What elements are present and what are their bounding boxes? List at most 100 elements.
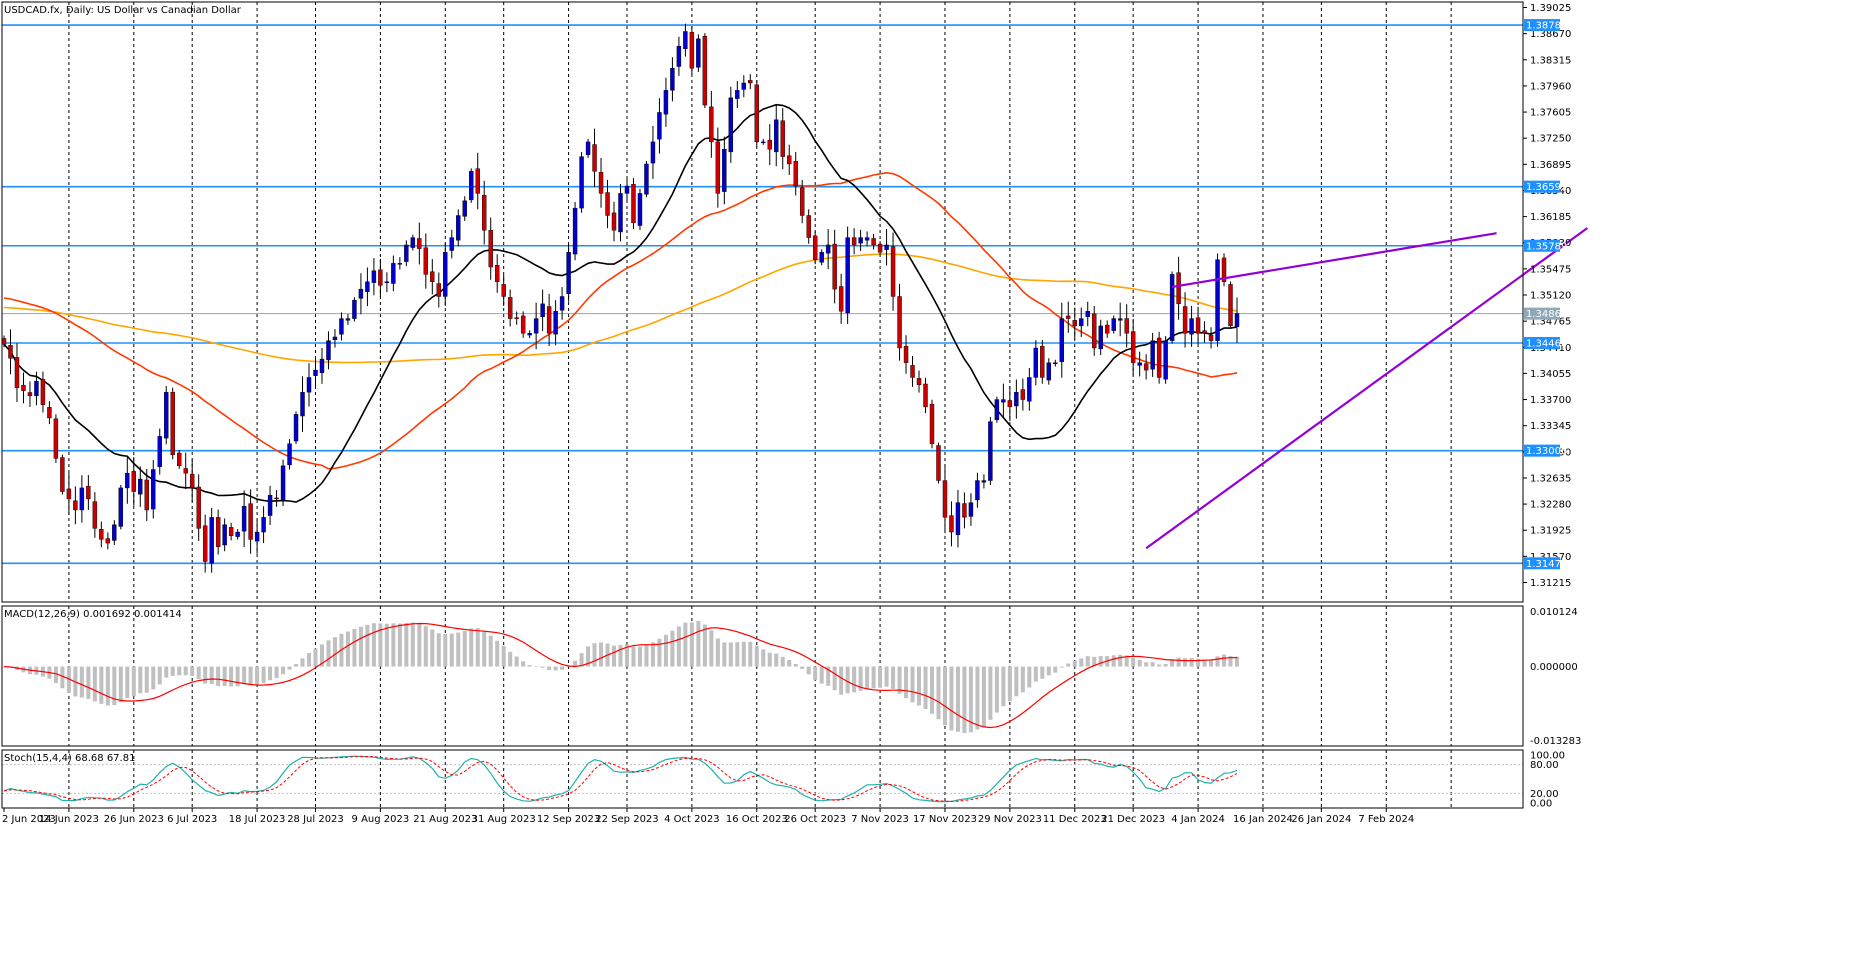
macd-histogram-bar (715, 638, 720, 667)
candle-body (962, 503, 967, 518)
date-tick-label: 7 Feb 2024 (1358, 814, 1414, 825)
candle-body (371, 270, 377, 283)
macd-histogram-bar (611, 645, 617, 667)
macd-histogram-bar (878, 666, 883, 688)
trendlines[interactable] (1145, 227, 1589, 550)
candle-body (131, 471, 137, 492)
panel-border (1, 749, 1524, 809)
macd-histogram-bar (229, 666, 234, 687)
candle-body (975, 480, 980, 501)
candle-body (1111, 318, 1116, 331)
candle-body (319, 358, 325, 373)
level-price-tag-label: 1.34468 (1526, 339, 1567, 350)
candlestick-series (1, 23, 1240, 573)
candle-body (1156, 337, 1162, 378)
macd-histogram-bar (676, 626, 681, 667)
macd-histogram-bar (787, 659, 792, 667)
stoch-tick-label: 20.00 (1530, 789, 1559, 800)
candle-body (189, 473, 195, 489)
candle-body (696, 38, 701, 68)
candle-body (105, 538, 111, 544)
candle-body (313, 369, 318, 376)
macd-histogram-bar (190, 666, 195, 676)
macd-histogram-bar (514, 656, 519, 667)
candle-body (903, 346, 909, 363)
macd-histogram-bar (1170, 659, 1175, 667)
candle-body (157, 436, 162, 468)
horizontal-levels[interactable] (2, 24, 1523, 565)
candle-body (73, 500, 78, 511)
macd-histogram-bar (371, 623, 376, 667)
macd-histogram-bar (1085, 656, 1090, 667)
candle-body (787, 155, 792, 165)
macd-histogram-bar (735, 642, 740, 667)
candle-body (358, 288, 364, 299)
macd-histogram-bar (586, 646, 591, 667)
macd-histogram-bar (832, 666, 837, 691)
candle-body (1228, 284, 1233, 327)
candle-body (572, 207, 578, 255)
macd-histogram-bar (281, 666, 286, 675)
candle-body (1085, 311, 1090, 317)
macd-histogram-bar (689, 622, 694, 667)
macd-histogram-bar (1098, 656, 1103, 667)
candle-body (228, 527, 234, 536)
candle-body (527, 333, 532, 336)
candle-body (397, 263, 403, 265)
macd-histogram-bar (1118, 654, 1123, 667)
candle-body (183, 468, 188, 474)
macd-histogram-bar (222, 666, 227, 687)
candle-body (546, 306, 552, 334)
candle-body (293, 414, 299, 442)
candle-body (1137, 362, 1142, 366)
macd-histogram-bar (1059, 666, 1064, 668)
candle-body (1189, 318, 1194, 335)
candle-body (605, 192, 610, 216)
candle-body (897, 296, 902, 349)
ma-20-line (3, 103, 1238, 503)
candle-body (715, 141, 721, 194)
macd-histogram-bar (637, 646, 642, 667)
macd-histogram-bar (1066, 663, 1071, 667)
candle-body (482, 194, 487, 231)
macd-histogram-bar (761, 649, 766, 667)
macd-histogram-bar (1234, 656, 1240, 667)
macd-histogram-bar (196, 666, 201, 680)
candle-body (585, 141, 591, 156)
macd-histogram-bar (962, 666, 967, 733)
candle-body (1020, 389, 1026, 400)
macd-histogram-bar (287, 666, 292, 670)
macd-histogram-bar (650, 642, 655, 667)
macd-histogram-bar (618, 645, 623, 667)
candle-body (170, 391, 175, 455)
candle-body (683, 31, 688, 50)
stoch-tick-label: 80.00 (1530, 760, 1559, 771)
candle-body (598, 172, 604, 194)
candle-body (1202, 330, 1207, 334)
macd-histogram-bar (994, 666, 999, 713)
macd-histogram-bar (326, 640, 331, 667)
candle-body (663, 90, 669, 115)
candle-body (326, 340, 331, 361)
macd-histogram-bar (573, 660, 578, 667)
candle-body (1079, 318, 1084, 327)
candle-body (1104, 324, 1110, 334)
macd-histogram-bar (1040, 666, 1045, 679)
macd-tick-label: 0.010124 (1530, 607, 1578, 618)
level-price-tag (1524, 180, 1560, 193)
candle-body (689, 32, 695, 69)
candle-body (968, 502, 974, 517)
macd-histogram-bar (1014, 666, 1019, 697)
candle-body (819, 252, 824, 263)
macd-histogram-bar (1209, 660, 1214, 667)
candle-body (702, 35, 708, 106)
trendline (1145, 227, 1589, 550)
candle-body (767, 139, 772, 150)
candle-body (735, 90, 740, 99)
candle-body (1195, 317, 1201, 334)
date-tick-label: 12 Sep 2023 (537, 814, 600, 825)
candle-body (215, 517, 221, 547)
macd-histogram-bar (157, 666, 162, 685)
